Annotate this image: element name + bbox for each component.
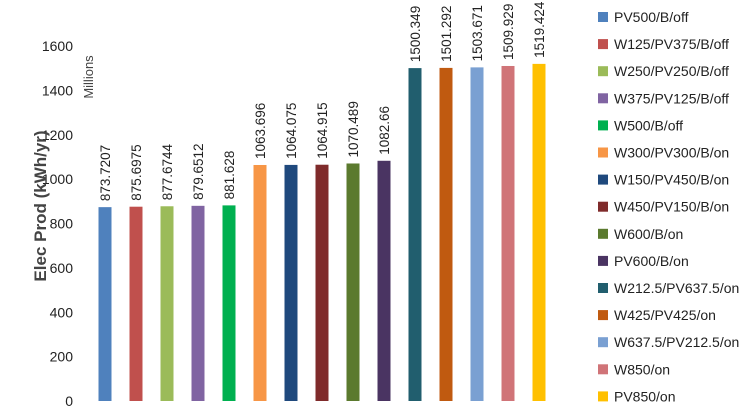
legend-swatch (598, 228, 608, 239)
y-tick-label: 0 (65, 393, 73, 409)
y-tick-label: 1000 (42, 171, 73, 187)
bar (408, 68, 422, 401)
data-labels: 873.7207 875.6975 877.6744 879.6512 881.628 1… (98, 1, 547, 201)
legend-swatch (598, 12, 608, 22)
y-tick-label: 800 (50, 216, 74, 232)
y-tick-label: 1200 (42, 127, 73, 143)
bar (253, 164, 267, 401)
bar (377, 160, 391, 401)
legend-entry: W425/PV425/on (614, 307, 716, 323)
bar (501, 65, 515, 402)
legend-entry: W450/PV150/B/on (614, 199, 729, 215)
legend-swatch (598, 391, 608, 402)
legend-entry: W637.5/PV212.5/on (614, 334, 739, 350)
data-label: 1519.424 (532, 1, 547, 58)
y-tick-label: 200 (50, 349, 74, 365)
legend-swatch (598, 201, 608, 212)
bar (160, 206, 174, 401)
bar (439, 67, 453, 401)
data-label: 1501.292 (439, 6, 454, 62)
data-label: 875.6975 (129, 144, 144, 200)
data-label: 877.6744 (160, 143, 175, 200)
legend-swatch (598, 120, 608, 131)
legend-swatch (598, 364, 608, 375)
bar (315, 164, 329, 401)
legend-swatch (598, 66, 608, 77)
legend-entry: PV500/B/off (614, 9, 689, 25)
legend-swatch (598, 337, 608, 348)
legend-entry: W125/PV375/B/off (614, 36, 729, 52)
legend-entry: W600/B/on (614, 226, 683, 242)
y-axis: 0 200 400 600 800 1000 1200 1400 1600 (42, 38, 73, 409)
legend-swatch (598, 310, 608, 321)
y-axis-title: Elec Prod (kWh/yr) (31, 130, 50, 281)
bar (346, 163, 360, 401)
legend-entry: W150/PV450/B/on (614, 172, 729, 188)
data-label: 1503.671 (470, 5, 485, 61)
bar (222, 205, 236, 401)
legend-swatch (598, 255, 608, 266)
legend-swatch (598, 174, 608, 185)
legend: PV500/B/off W125/PV375/B/off W250/PV250/B/… (598, 9, 739, 404)
legend-entry: W212.5/PV637.5/on (614, 280, 739, 296)
data-label: 1064.075 (284, 103, 299, 159)
y-axis-unit: Millions (81, 55, 96, 99)
legend-entry: PV600/B/on (614, 253, 689, 269)
data-label: 1063.696 (253, 103, 268, 159)
bar (129, 206, 143, 401)
legend-entry: W300/PV300/B/on (614, 145, 729, 161)
bar (470, 67, 484, 402)
data-label: 1509.929 (501, 4, 516, 60)
legend-entry: W500/B/off (614, 117, 683, 133)
bars (98, 63, 546, 402)
data-label: 1082.66 (377, 106, 392, 155)
y-tick-label: 600 (50, 260, 74, 276)
legend-swatch (598, 147, 608, 158)
data-label: 1070.489 (346, 101, 361, 157)
legend-swatch (598, 39, 608, 50)
legend-entry: W250/PV250/B/off (614, 63, 729, 79)
data-label: 1500.349 (408, 6, 423, 62)
data-label: 879.6512 (191, 144, 206, 200)
y-tick-label: 1600 (42, 38, 73, 54)
data-label: 873.7207 (98, 145, 113, 201)
bar (284, 164, 298, 401)
bar (191, 205, 205, 401)
bar (98, 207, 112, 401)
data-label: 1064.915 (315, 102, 330, 158)
data-label: 881.628 (222, 151, 237, 200)
legend-entry: W850/on (614, 361, 670, 377)
bar (532, 63, 546, 401)
legend-entry: W375/PV125/B/off (614, 90, 729, 106)
legend-entry: PV850/on (614, 388, 676, 404)
y-tick-label: 1400 (42, 82, 73, 98)
y-tick-label: 400 (50, 304, 74, 320)
legend-swatch (598, 93, 608, 104)
legend-swatch (598, 283, 608, 293)
